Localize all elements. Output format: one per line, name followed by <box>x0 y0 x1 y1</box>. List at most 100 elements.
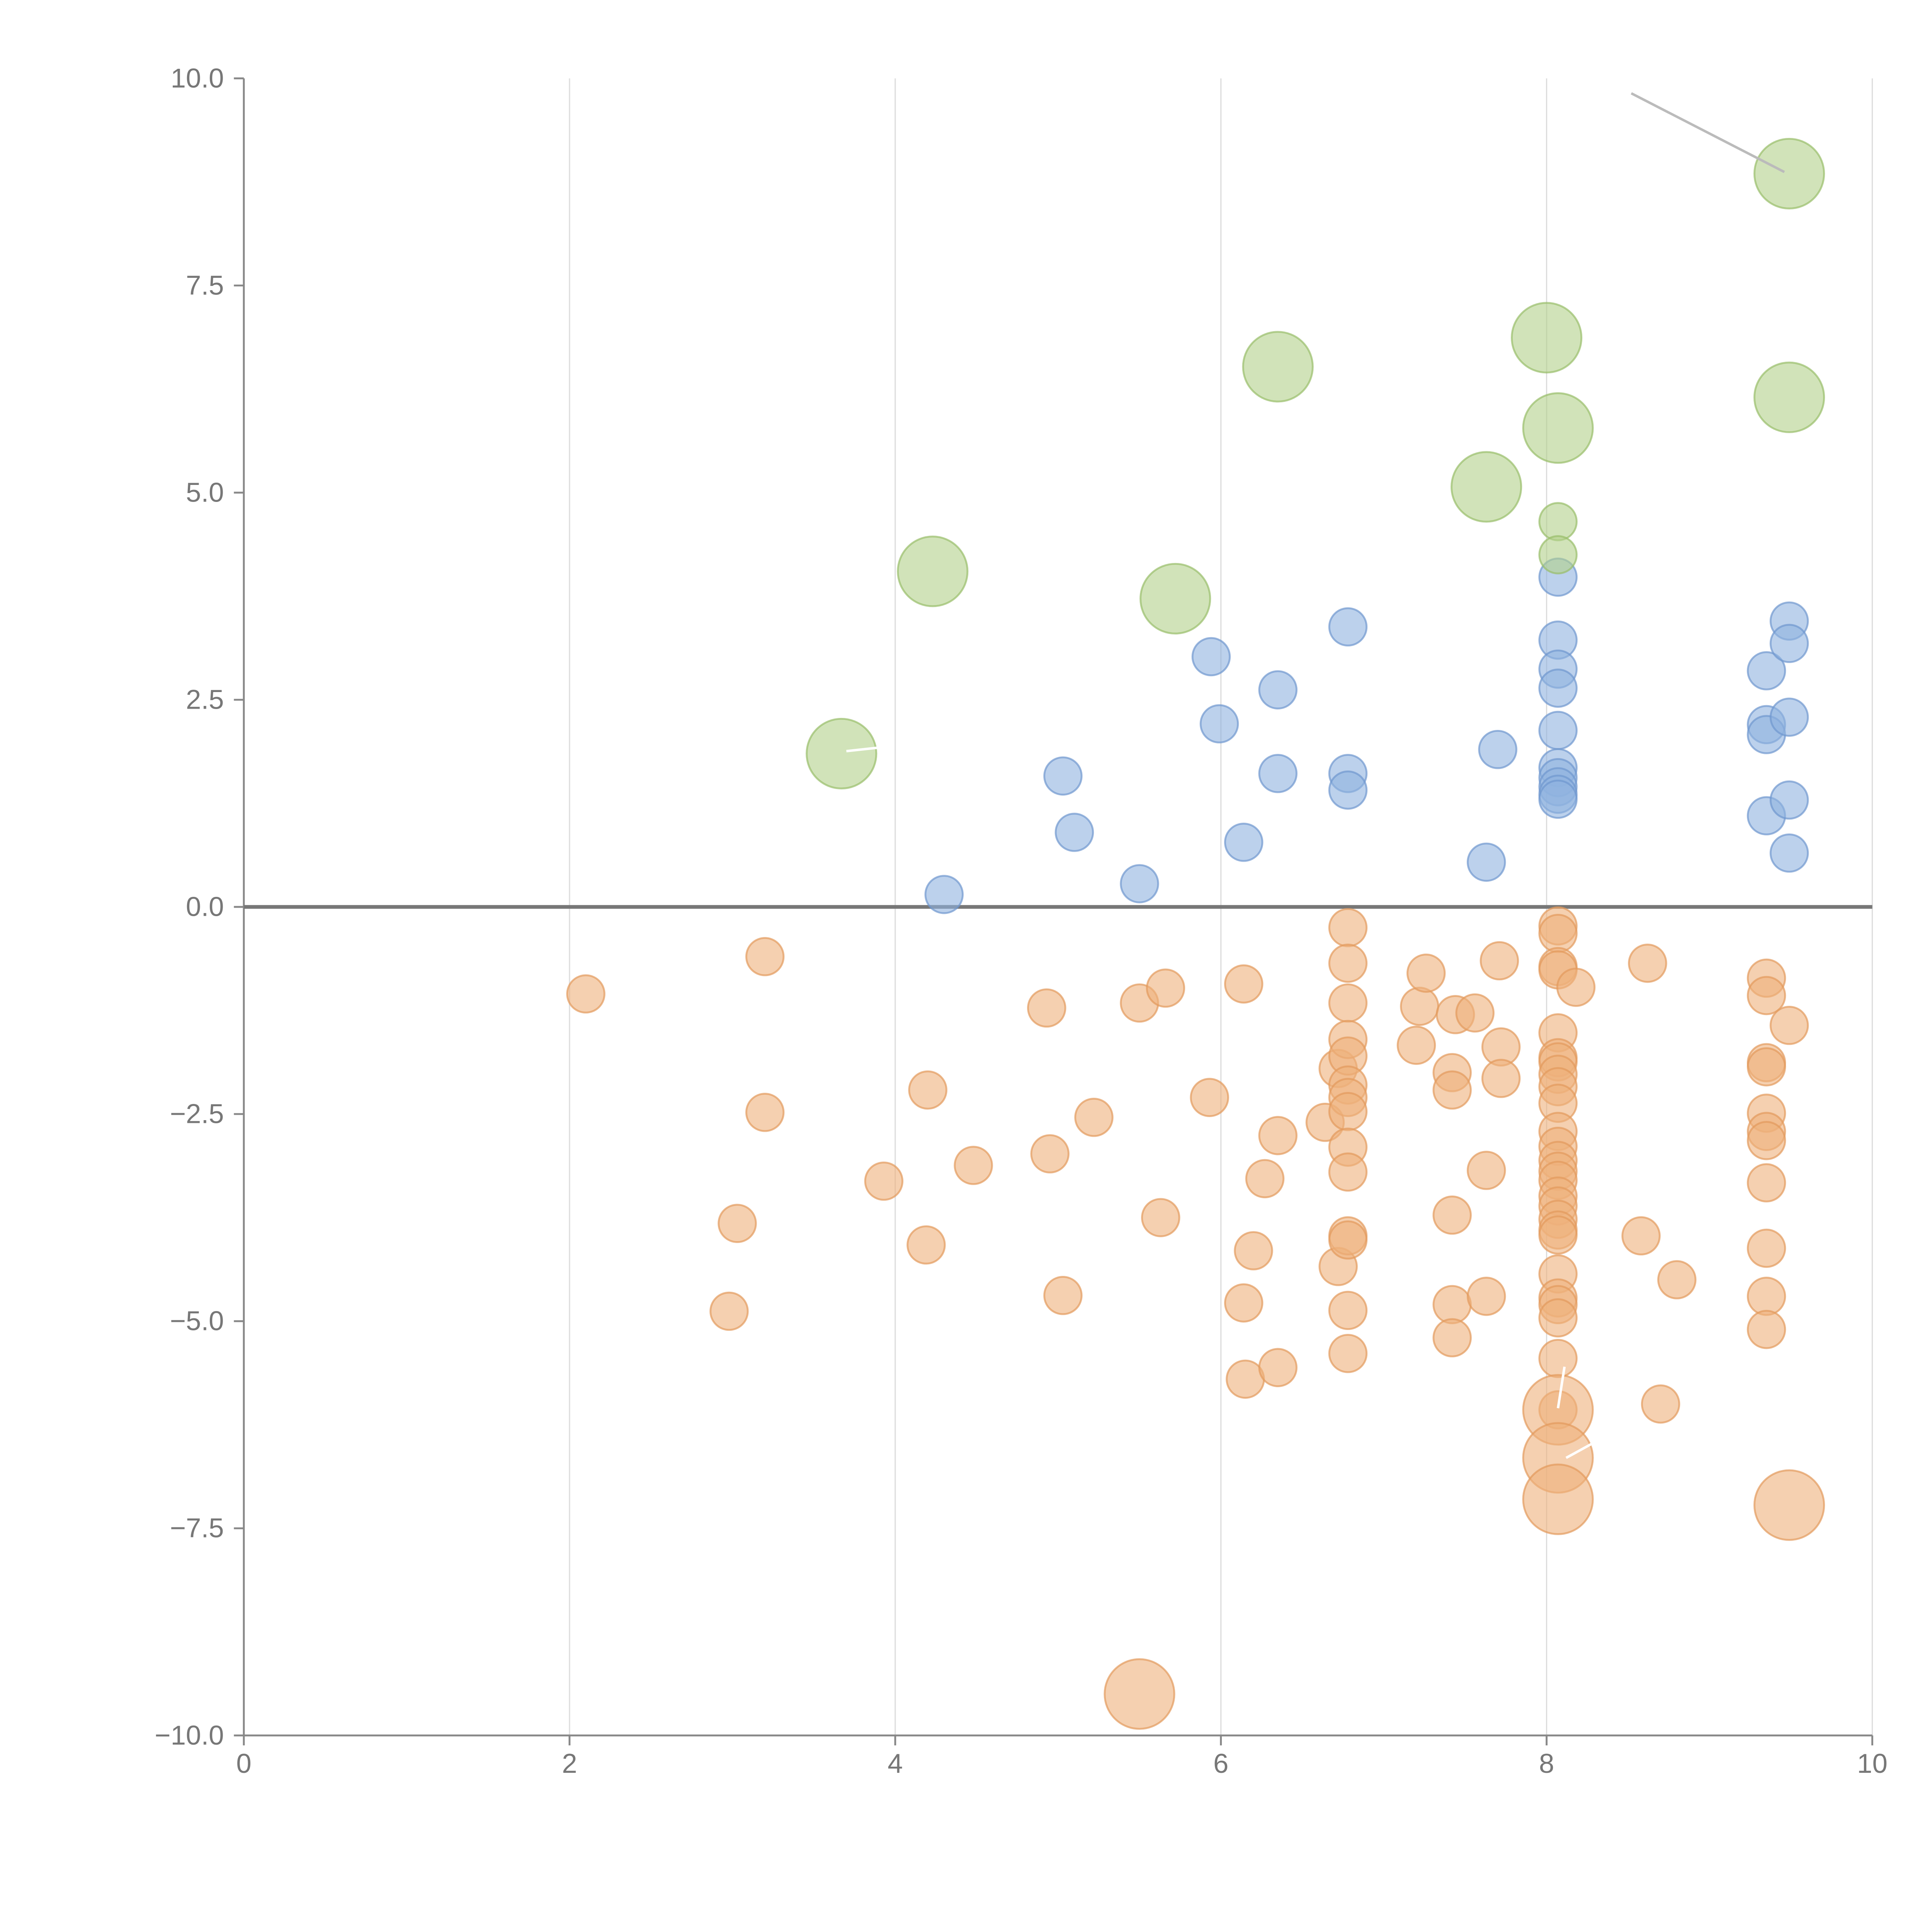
negative-point <box>1455 993 1495 1033</box>
negative-point <box>1538 1338 1578 1378</box>
positive-point <box>1769 833 1809 873</box>
callout-line <box>846 745 892 753</box>
y-tick-label: 2.5 <box>186 685 224 715</box>
negative-point <box>1480 941 1519 981</box>
highlight-point <box>1242 331 1314 403</box>
negative-point <box>1538 1215 1578 1255</box>
negative-point <box>1328 1220 1368 1260</box>
positive-point <box>1769 624 1809 663</box>
positive-point <box>1224 823 1264 862</box>
positive-point <box>1769 780 1809 820</box>
negative-point <box>954 1146 993 1185</box>
positive-point <box>1258 754 1298 793</box>
negative-point <box>1328 1092 1368 1131</box>
negative-point <box>1747 976 1786 1015</box>
negative-point <box>1328 1291 1368 1330</box>
negative-point <box>1621 1216 1661 1256</box>
negative-point <box>745 937 785 976</box>
positive-point <box>1043 756 1083 796</box>
positive-point <box>1191 637 1231 677</box>
positive-point <box>924 875 964 914</box>
positive-point <box>1054 813 1094 852</box>
negative-point <box>1328 1334 1368 1373</box>
y-tick-label: 10.0 <box>171 63 224 94</box>
negative-point <box>1466 1151 1506 1190</box>
negative-point <box>1747 1121 1786 1160</box>
negative-point <box>1432 1070 1472 1110</box>
positive-point <box>1478 730 1517 769</box>
negative-point <box>745 1093 785 1132</box>
negative-point <box>1190 1078 1229 1117</box>
x-tick-label: 0 <box>236 1748 251 1779</box>
positive-point <box>1199 704 1239 743</box>
x-tick-label: 2 <box>562 1748 577 1779</box>
positive-point <box>1328 607 1368 647</box>
axes <box>234 77 1873 1746</box>
negative-point <box>1747 1228 1786 1268</box>
negative-point <box>1328 983 1368 1023</box>
y-tick-label: −7.5 <box>170 1513 224 1544</box>
positive-point <box>1328 770 1368 810</box>
negative-point <box>1258 1116 1298 1155</box>
negative-point <box>1224 1283 1264 1323</box>
x-tick-label: 8 <box>1539 1748 1554 1779</box>
negative-point <box>1747 1163 1786 1202</box>
negative-point <box>1769 1005 1809 1045</box>
negative-point <box>1328 908 1368 947</box>
negative-point <box>1432 1196 1472 1235</box>
y-tick-label: 0.0 <box>186 892 224 922</box>
negative-point <box>1141 1198 1180 1237</box>
highlight-point <box>1451 451 1522 523</box>
highlight-point <box>1753 138 1825 209</box>
negative-point <box>1043 1276 1083 1315</box>
negative-point <box>1030 1134 1070 1173</box>
negative-point <box>718 1204 757 1243</box>
negative-point <box>864 1162 904 1201</box>
negative-point <box>1027 988 1066 1028</box>
x-tick-label: 6 <box>1213 1748 1228 1779</box>
y-tick-label: 5.0 <box>186 477 224 508</box>
positive-point <box>1538 779 1578 819</box>
positive-point <box>1747 651 1786 690</box>
negative-point <box>1234 1231 1273 1270</box>
negative-point <box>1657 1260 1697 1299</box>
negative-point <box>1538 1298 1578 1338</box>
negative-point <box>1328 1152 1368 1192</box>
positive-point <box>1538 711 1578 750</box>
negative-point <box>1146 968 1185 1008</box>
negative-point <box>1074 1097 1114 1137</box>
callout-lines <box>846 92 1785 1459</box>
negative-point <box>1641 1384 1680 1424</box>
positive-point <box>1258 670 1298 709</box>
callout-line <box>1556 1366 1566 1408</box>
negative-point <box>1432 1318 1472 1357</box>
negative-point <box>1396 1026 1436 1065</box>
positive-point <box>1769 697 1809 737</box>
y-tick-label: −10.0 <box>155 1720 224 1751</box>
highlight-point <box>806 718 878 789</box>
negative-point <box>1747 1310 1786 1349</box>
highlight-point <box>1538 502 1578 541</box>
negative-point <box>1747 1277 1786 1316</box>
x-tick-label: 4 <box>888 1748 903 1779</box>
negative-point <box>709 1291 749 1331</box>
highlight-point <box>897 536 969 607</box>
negative-point <box>1406 953 1446 993</box>
highlight-point <box>1753 361 1825 433</box>
x-tick-label: 10 <box>1857 1748 1888 1779</box>
negative-point <box>1628 944 1667 983</box>
negative-point <box>1481 1059 1521 1098</box>
positive-point <box>1120 864 1159 903</box>
negative-point <box>1245 1159 1285 1199</box>
negative-point <box>1753 1469 1825 1541</box>
negative-point <box>566 974 605 1014</box>
negative-point <box>908 1070 947 1110</box>
y-tick-label: −2.5 <box>170 1099 224 1129</box>
negative-point <box>1400 986 1439 1026</box>
highlight-point <box>1511 302 1583 374</box>
positive-point <box>1466 842 1506 882</box>
y-tick-label: 7.5 <box>186 270 224 301</box>
negative-point <box>1104 1658 1175 1730</box>
negative-point <box>1466 1277 1506 1316</box>
